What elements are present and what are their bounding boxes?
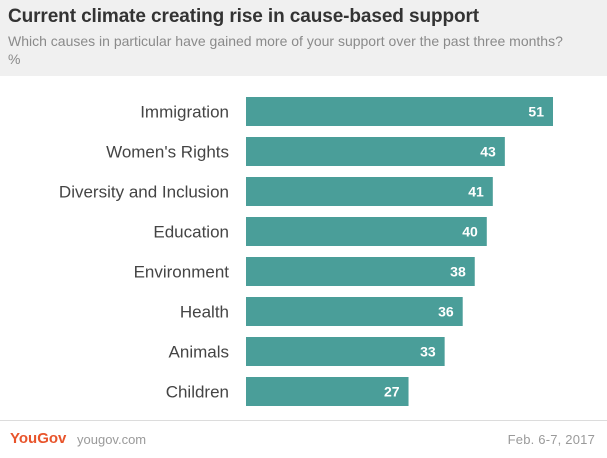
data-label: 41: [468, 184, 484, 200]
data-label: 36: [438, 304, 454, 320]
site-label: yougov.com: [77, 432, 147, 447]
bar: [246, 297, 463, 326]
category-label: Women's Rights: [106, 143, 229, 162]
chart-title: Current climate creating rise in cause-b…: [8, 6, 479, 27]
chart-footer: YouGov yougov.com Feb. 6-7, 2017: [0, 420, 607, 458]
category-label: Environment: [134, 263, 230, 282]
bar-chart: Immigration 51 Women's Rights 43 Diversity a…: [59, 97, 553, 406]
bar: [246, 217, 487, 246]
data-label: 40: [462, 224, 478, 240]
category-label: Animals: [169, 343, 229, 362]
yougov-logo: YouGov: [10, 430, 67, 447]
bar: [246, 97, 553, 126]
category-label: Education: [153, 223, 229, 242]
bar: [246, 257, 475, 286]
category-label: Health: [180, 303, 229, 322]
category-label: Diversity and Inclusion: [59, 183, 229, 202]
data-label: 51: [528, 104, 544, 120]
data-label: 33: [420, 344, 436, 360]
chart-subtitle: Which causes in particular have gained m…: [8, 33, 563, 67]
category-label: Children: [166, 383, 229, 402]
bar: [246, 177, 493, 206]
chart-header: Current climate creating rise in cause-b…: [0, 0, 607, 76]
fieldwork-date: Feb. 6-7, 2017: [507, 432, 595, 447]
bar: [246, 137, 505, 166]
category-label: Immigration: [140, 103, 229, 122]
bar: [246, 377, 409, 406]
bar: [246, 337, 445, 366]
data-label: 38: [450, 264, 466, 280]
data-label: 27: [384, 384, 400, 400]
data-label: 43: [480, 144, 496, 160]
